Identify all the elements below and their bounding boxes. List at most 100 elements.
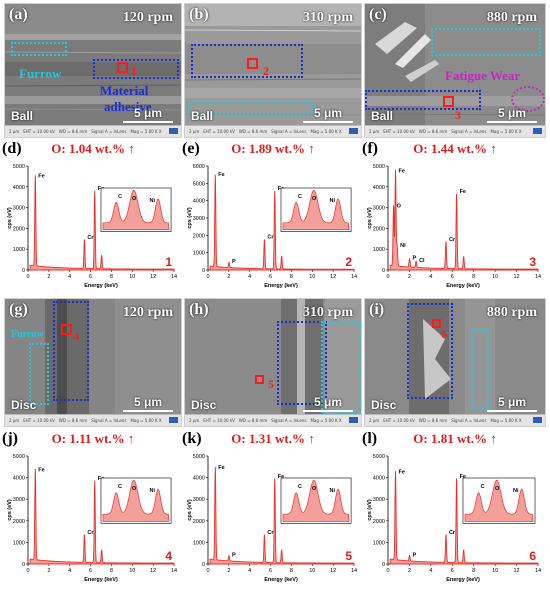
x-tick-label: 4 — [248, 274, 251, 280]
y-tick-label: 0 — [22, 268, 25, 274]
y-tick-label: 6000 — [193, 164, 205, 170]
y-tick-label: 2000 — [373, 519, 385, 525]
peak-label: P — [232, 553, 236, 559]
panel-label: (f) — [362, 140, 378, 157]
x-tick-label: 2 — [227, 274, 230, 280]
info-signal: Signal A = InLens — [91, 418, 127, 423]
eds-spectrum-chart: 0 2 4 6 8 10 12 14 0 1000 2000 3000 4000 5000 Energy (… — [187, 454, 357, 583]
x-tick-label: 14 — [351, 274, 357, 280]
x-tick-label: 10 — [309, 274, 315, 280]
inset-peak-label: O — [495, 486, 500, 492]
eds-panel-d: (d) O: 1.04 wt.% ↑ 0 2 4 6 8 10 12 14 0 1000 2000 3… — [2, 140, 182, 292]
y-tick-label: 1000 — [373, 540, 385, 546]
info-mag: Mag = 5.00 K X — [130, 129, 162, 134]
y-tick-label: 3000 — [373, 206, 385, 212]
inset-peak-label: O — [312, 196, 317, 202]
peak-label: Fe — [460, 189, 466, 195]
x-tick-label: 4 — [429, 568, 432, 574]
eds-panel-k: (k) O: 1.31 wt.% ↑ 0 2 4 6 8 10 12 14 0 1000 2000 3… — [182, 430, 362, 586]
info-eht: EHT = 10.00 kV — [203, 129, 235, 134]
y-axis-label: cps (eV) — [367, 499, 373, 521]
peak-label: Fe — [399, 168, 405, 174]
x-tick-label: 14 — [535, 274, 541, 280]
y-tick-label: 4000 — [193, 199, 205, 205]
scale-bar: 5 μm — [123, 395, 173, 412]
eds-panel-f: (f) O: 1.44 wt.% ↑ 0 2 4 6 8 10 12 14 0 1000 2000 3… — [362, 140, 546, 292]
marker-number: 2 — [263, 64, 269, 78]
x-axis-label: Energy (keV) — [264, 283, 298, 289]
peak-label: Fe — [38, 467, 44, 473]
sem-info-strip: 2 μm EHT = 10.00 kV WD = 8.6 mm Signal A = … — [185, 414, 361, 426]
y-tick-label: 2000 — [193, 233, 205, 239]
x-tick-label: 2 — [408, 274, 411, 280]
inset-peak-label: Ni — [330, 198, 336, 204]
scale-label: 5 μm — [313, 106, 343, 120]
panel-label: (k) — [182, 430, 202, 447]
panel-label: (j) — [2, 430, 18, 447]
eds-panel-l: (l) O: 1.81 wt.% ↑ 0 2 4 6 8 10 12 14 0 1000 2000 3… — [362, 430, 546, 586]
x-tick-label: 8 — [472, 568, 475, 574]
info-signal: Signal A = InLens — [451, 129, 487, 134]
marker-number: 1 — [131, 64, 137, 78]
info-wd: WD = 8.6 mm — [418, 129, 448, 134]
y-tick-label: 1000 — [13, 247, 25, 253]
spectrum-trace — [209, 466, 355, 565]
info-eht: EHT = 10.00 kV — [23, 418, 55, 423]
sem-info-strip: 2 μm EHT = 10.00 kV WD = 8.6 mm Signal A = … — [185, 125, 361, 137]
peak-label: Cr — [87, 235, 94, 241]
eds-spectrum-chart: 0 2 4 6 8 10 12 14 0 1000 2000 3000 4000 5000 Energy (… — [7, 454, 177, 583]
eds-panel-e: (e) O: 1.89 wt.% ↑ 0 2 4 6 8 10 12 14 0 1000 2000 3… — [182, 140, 362, 292]
eds-panel-j: (j) O: 1.11 wt.% ↑ 0 2 4 6 8 10 12 14 0 1000 2000 3… — [2, 430, 182, 586]
furrow-box — [187, 102, 313, 115]
inset-peak-label: C — [118, 194, 122, 200]
rpm-label: 120 rpm — [122, 305, 173, 320]
x-tick-label: 14 — [171, 274, 177, 280]
oxygen-content-title: O: 1.04 wt.% ↑ — [51, 141, 135, 156]
spectrum-number-label: 3 — [529, 255, 536, 269]
y-axis-label: cps (eV) — [187, 499, 193, 521]
y-tick-label: 3000 — [373, 497, 385, 503]
info-scale: 2 μm — [9, 418, 20, 423]
peak-label: Fe — [460, 474, 466, 480]
peak-label: Fe — [218, 172, 224, 178]
x-tick-label: 2 — [47, 274, 50, 280]
furrow-box — [431, 28, 541, 56]
eds-spectrum-chart: 0 2 4 6 8 10 12 14 0 1000 2000 3000 4000 5000 Energy (… — [7, 164, 177, 289]
x-tick-label: 2 — [227, 568, 230, 574]
analysis-marker — [117, 62, 128, 73]
specimen-label: Disc — [11, 398, 37, 412]
x-tick-label: 6 — [89, 568, 92, 574]
rpm-label: 310 rpm — [302, 305, 353, 320]
peak-label: Cr — [449, 530, 456, 536]
adhesive-box — [191, 44, 303, 78]
rpm-label: 880 rpm — [486, 305, 537, 320]
x-tick-label: 6 — [451, 568, 454, 574]
y-tick-label: 3000 — [193, 497, 205, 503]
y-tick-label: 5000 — [13, 454, 25, 460]
x-tick-label: 0 — [206, 274, 209, 280]
spectrum-number-label: 2 — [345, 255, 352, 269]
sem-texture — [5, 4, 181, 137]
sem-image-c: (c) 880 rpm Fatigue Wear 3 Ball 5 μm 2 μ… — [364, 3, 546, 138]
scale-label: 5 μm — [133, 106, 163, 120]
x-tick-label: 6 — [269, 568, 272, 574]
y-tick-label: 1000 — [193, 540, 205, 546]
furrow-label: Furrow — [19, 66, 62, 81]
eds-spectrum-chart: 0 2 4 6 8 10 12 14 0 1000 2000 3000 4000 5000 6000 Ener… — [187, 164, 357, 289]
x-tick-label: 10 — [129, 568, 135, 574]
panel-label: (a) — [9, 6, 28, 23]
x-tick-label: 8 — [472, 274, 475, 280]
panel-label: (e) — [182, 140, 200, 157]
info-scale: 2 μm — [189, 129, 200, 134]
analysis-marker — [432, 319, 441, 328]
fatigue-wear-ellipse — [511, 86, 545, 112]
y-tick-label: 1000 — [13, 540, 25, 546]
adhesive-box — [53, 301, 89, 401]
y-tick-label: 0 — [202, 562, 205, 568]
info-mag: Mag = 5.00 K X — [310, 418, 342, 423]
inset-trace — [102, 189, 170, 231]
peak-label: O — [397, 204, 402, 210]
adhesive-box — [277, 321, 327, 405]
specimen-label: Ball — [191, 109, 214, 123]
inset-peak-label: C — [118, 484, 122, 490]
